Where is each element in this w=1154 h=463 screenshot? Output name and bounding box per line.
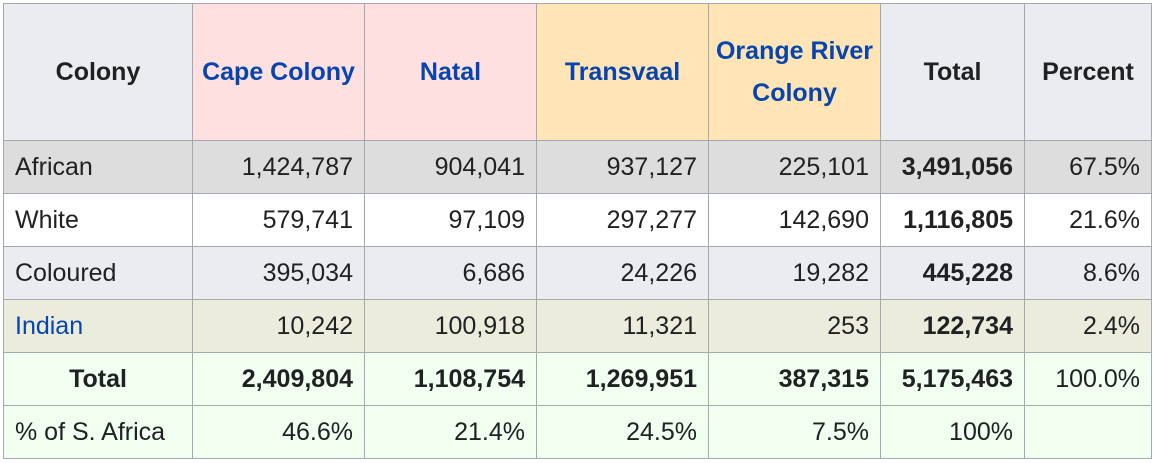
row-label: Coloured bbox=[3, 246, 193, 300]
cell-natal: 904,041 bbox=[364, 140, 537, 194]
table-row-white: White 579,741 97,109 297,277 142,690 1,1… bbox=[3, 193, 1152, 247]
cell-total: 3,491,056 bbox=[880, 140, 1025, 194]
cell-natal: 97,109 bbox=[364, 193, 537, 247]
header-colony: Colony bbox=[3, 3, 193, 141]
cell-cape: 46.6% bbox=[192, 405, 365, 459]
header-row: Colony Cape Colony Natal Transvaal Orang… bbox=[3, 3, 1152, 141]
header-orange-river-colony-link[interactable]: Orange River Colony bbox=[708, 3, 881, 141]
cell-total: 5,175,463 bbox=[880, 352, 1025, 406]
table-row-african: African 1,424,787 904,041 937,127 225,10… bbox=[3, 140, 1152, 194]
cell-transvaal: 24.5% bbox=[536, 405, 709, 459]
cell-cape: 579,741 bbox=[192, 193, 365, 247]
header-percent: Percent bbox=[1024, 3, 1152, 141]
cell-percent: 67.5% bbox=[1024, 140, 1152, 194]
row-label: African bbox=[3, 140, 193, 194]
header-cape-colony-link[interactable]: Cape Colony bbox=[192, 3, 365, 141]
cell-transvaal: 24,226 bbox=[536, 246, 709, 300]
cell-natal: 6,686 bbox=[364, 246, 537, 300]
cell-orc: 142,690 bbox=[708, 193, 881, 247]
cell-percent: 21.6% bbox=[1024, 193, 1152, 247]
cell-total: 445,228 bbox=[880, 246, 1025, 300]
table-row-coloured: Coloured 395,034 6,686 24,226 19,282 445… bbox=[3, 246, 1152, 300]
cell-cape: 2,409,804 bbox=[192, 352, 365, 406]
cell-natal: 21.4% bbox=[364, 405, 537, 459]
header-natal-link[interactable]: Natal bbox=[364, 3, 537, 141]
table-row-total: Total 2,409,804 1,108,754 1,269,951 387,… bbox=[3, 352, 1152, 406]
row-label-indian-link[interactable]: Indian bbox=[3, 299, 193, 353]
cell-total: 1,116,805 bbox=[880, 193, 1025, 247]
cell-cape: 1,424,787 bbox=[192, 140, 365, 194]
row-label: Total bbox=[3, 352, 193, 406]
cell-orc: 7.5% bbox=[708, 405, 881, 459]
row-label: % of S. Africa bbox=[3, 405, 193, 459]
cell-percent: 2.4% bbox=[1024, 299, 1152, 353]
cell-natal: 1,108,754 bbox=[364, 352, 537, 406]
cell-transvaal: 937,127 bbox=[536, 140, 709, 194]
table-row-indian: Indian 10,242 100,918 11,321 253 122,734… bbox=[3, 299, 1152, 353]
cell-total: 122,734 bbox=[880, 299, 1025, 353]
cell-percent bbox=[1024, 405, 1152, 459]
cell-orc: 387,315 bbox=[708, 352, 881, 406]
header-transvaal-link[interactable]: Transvaal bbox=[536, 3, 709, 141]
cell-orc: 225,101 bbox=[708, 140, 881, 194]
table-row-percent-of-sa: % of S. Africa 46.6% 21.4% 24.5% 7.5% 10… bbox=[3, 405, 1152, 459]
header-total: Total bbox=[880, 3, 1025, 141]
cell-orc: 253 bbox=[708, 299, 881, 353]
cell-cape: 395,034 bbox=[192, 246, 365, 300]
cell-percent: 8.6% bbox=[1024, 246, 1152, 300]
cell-percent: 100.0% bbox=[1024, 352, 1152, 406]
cell-transvaal: 11,321 bbox=[536, 299, 709, 353]
cell-total: 100% bbox=[880, 405, 1025, 459]
cell-transvaal: 297,277 bbox=[536, 193, 709, 247]
cell-transvaal: 1,269,951 bbox=[536, 352, 709, 406]
row-label: White bbox=[3, 193, 193, 247]
cell-cape: 10,242 bbox=[192, 299, 365, 353]
cell-orc: 19,282 bbox=[708, 246, 881, 300]
cell-natal: 100,918 bbox=[364, 299, 537, 353]
population-table: Colony Cape Colony Natal Transvaal Orang… bbox=[3, 3, 1152, 459]
